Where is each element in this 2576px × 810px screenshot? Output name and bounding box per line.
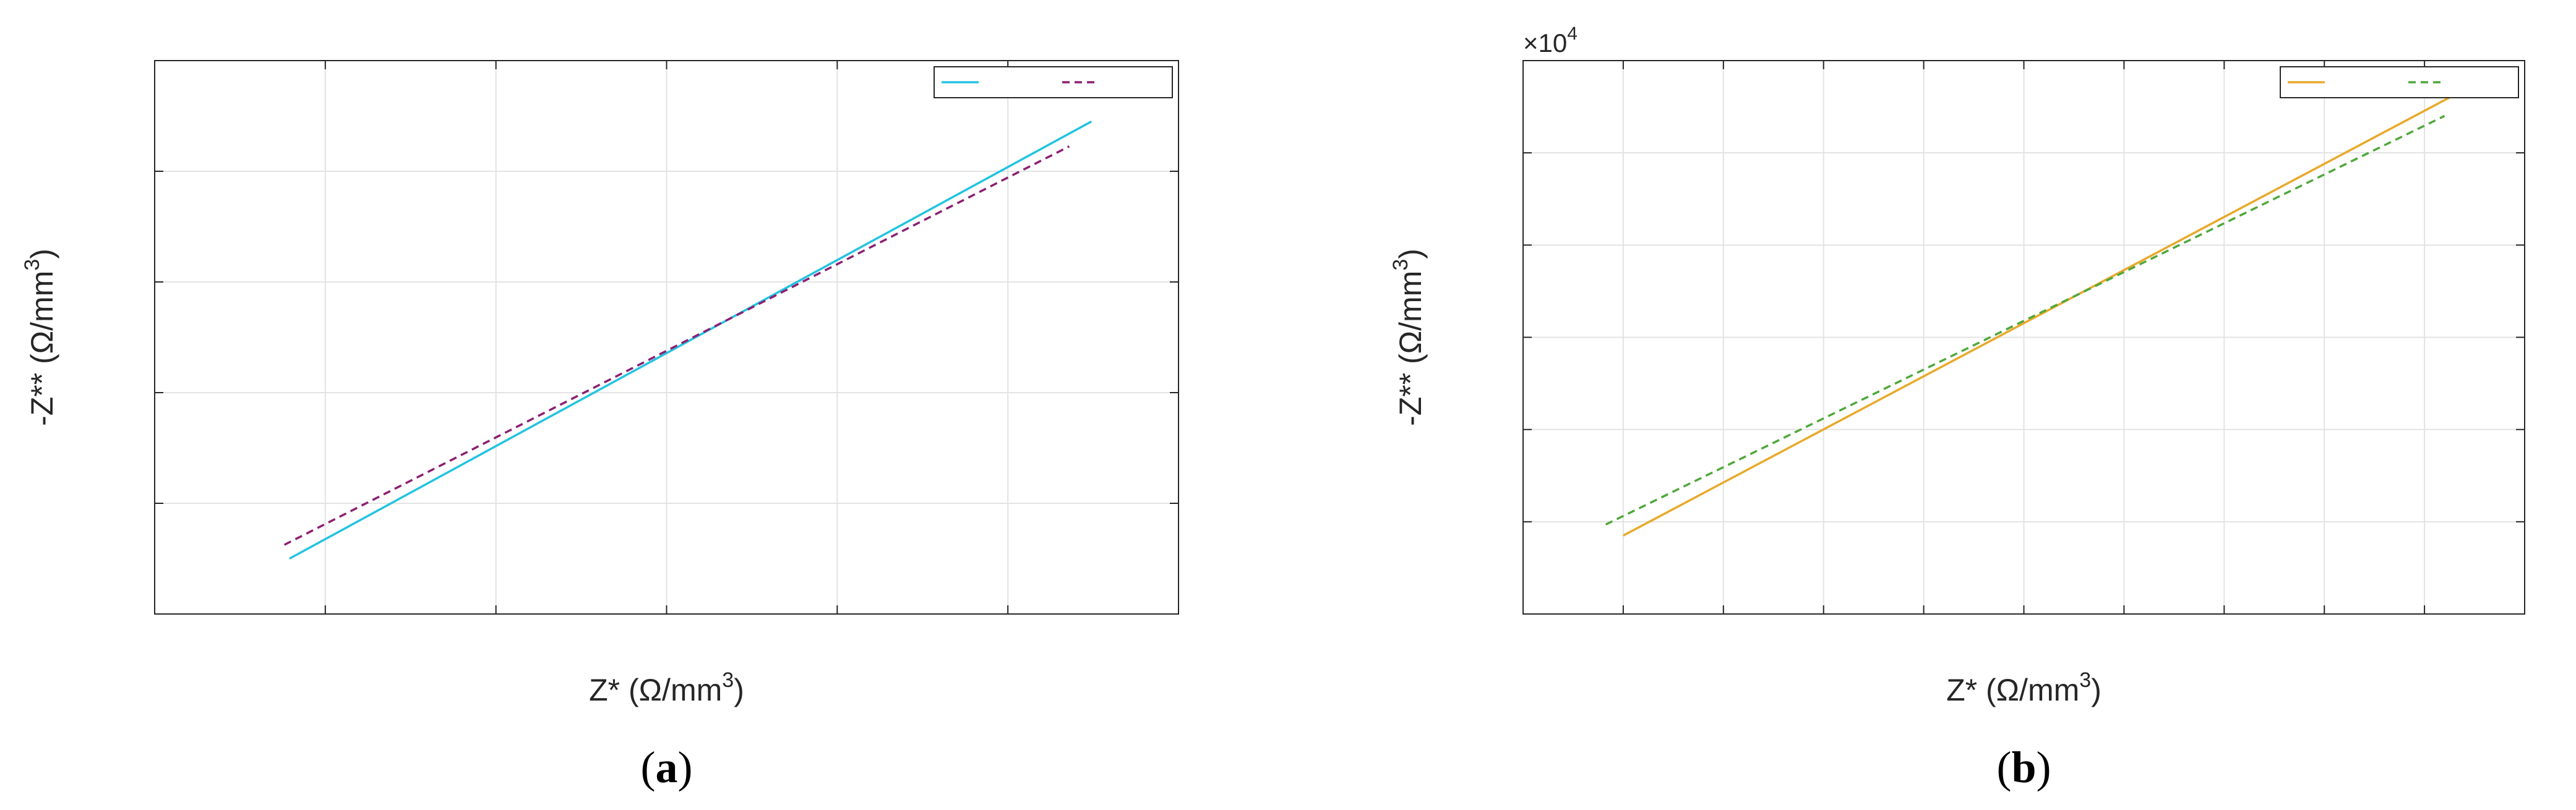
chart-a: Z* (Ω/mm3) -Z** (Ω/mm3) (a)	[20, 60, 1179, 792]
series-line-original	[1623, 96, 2450, 537]
grid	[1523, 61, 2525, 614]
y-exponent-label: ×104	[1523, 23, 1578, 58]
series-line-fitted	[283, 145, 1070, 546]
legend	[934, 66, 1173, 98]
panel-label: (a)	[641, 743, 693, 792]
y-axis-label: -Z** (Ω/mm3)	[1389, 249, 1428, 426]
chart-b: ×104 Z* (Ω/mm3) -Z** (Ω/mm3) (b)	[1389, 23, 2525, 792]
series-line-original	[289, 120, 1093, 560]
series-line-fitted	[1605, 114, 2445, 526]
y-axis-label: -Z** (Ω/mm3)	[20, 249, 59, 426]
grid	[155, 61, 1179, 614]
legend	[2280, 66, 2519, 98]
x-axis-label: Z* (Ω/mm3)	[589, 668, 744, 707]
legend-box	[934, 66, 1173, 98]
x-axis-label: Z* (Ω/mm3)	[1946, 668, 2102, 707]
panel-label: (b)	[1996, 743, 2051, 792]
